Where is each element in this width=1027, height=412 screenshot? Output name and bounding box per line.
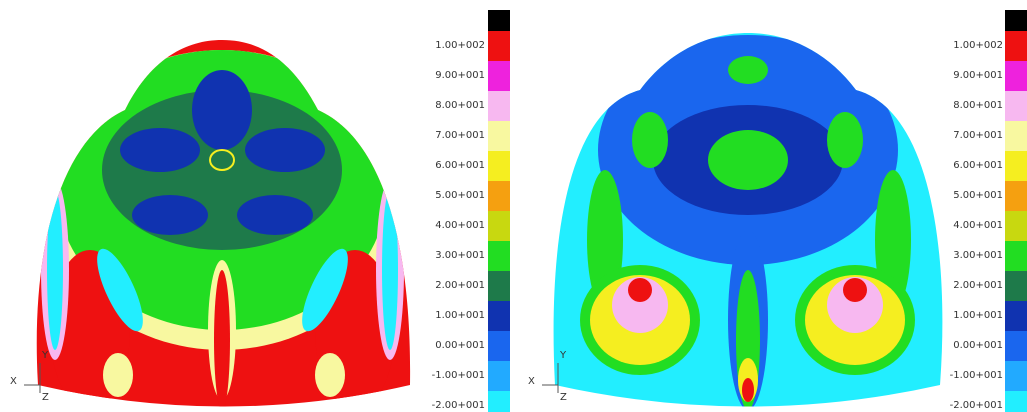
colorbar-band	[1005, 151, 1027, 181]
triad-label: Z	[42, 392, 49, 403]
colorbar-label: 6.00+001	[953, 160, 1003, 171]
colorbar-band	[488, 301, 510, 331]
colorbar-label: 3.00+001	[435, 250, 485, 261]
colorbar-label: 3.00+001	[953, 250, 1003, 261]
contour-plot	[20, 30, 420, 412]
colorbar-label: 7.00+001	[435, 130, 485, 141]
figure: 1.00+002 9.00+001 8.00+001 7.00+001 6.00+001…	[0, 0, 1027, 412]
colorbar-label: 8.00+001	[953, 100, 1003, 111]
triad-label: Z	[560, 392, 567, 403]
contour-plot	[540, 25, 950, 412]
colorbar-band	[488, 361, 510, 391]
colorbar-band	[488, 31, 510, 61]
colorbar-band	[1005, 121, 1027, 151]
triad-label: Y	[559, 350, 567, 361]
colorbar-band	[488, 331, 510, 361]
colorbar-label: 4.00+001	[435, 220, 485, 231]
colorbar-label: -2.00+001	[950, 400, 1003, 411]
triad-label: X	[528, 376, 535, 387]
colorbar-label: 7.00+001	[953, 130, 1003, 141]
colorbar-band	[1005, 391, 1027, 412]
colorbar-label: 1.00+002	[435, 40, 485, 51]
colorbar-label: 5.00+001	[435, 190, 485, 201]
colorbar-band	[1005, 61, 1027, 91]
colorbar-band	[1005, 10, 1027, 31]
colorbar-band	[488, 241, 510, 271]
triad-label: X	[10, 376, 17, 387]
colorbar-band	[1005, 91, 1027, 121]
colorbar-band	[488, 61, 510, 91]
colorbar-label: 9.00+001	[435, 70, 485, 81]
colorbar-band	[1005, 241, 1027, 271]
colorbar-label: 1.00+001	[435, 310, 485, 321]
colorbar-label: 8.00+001	[435, 100, 485, 111]
colorbar-label: -1.00+001	[950, 370, 1003, 381]
colorbar-band	[488, 181, 510, 211]
colorbar-label: 6.00+001	[435, 160, 485, 171]
colorbar-label: 2.00+001	[435, 280, 485, 291]
colorbar-band	[488, 271, 510, 301]
colorbar-label: 4.00+001	[953, 220, 1003, 231]
colorbar-label: 0.00+001	[953, 340, 1003, 351]
colorbar-band	[488, 211, 510, 241]
colorbar-label: 1.00+001	[953, 310, 1003, 321]
colorbar-band	[488, 391, 510, 412]
colorbar-band	[1005, 271, 1027, 301]
colorbar-label: 5.00+001	[953, 190, 1003, 201]
colorbar-label: -2.00+001	[432, 400, 485, 411]
colorbar-band	[1005, 181, 1027, 211]
colorbar-band	[488, 10, 510, 31]
colorbar-band	[1005, 301, 1027, 331]
colorbar-label: 1.00+002	[953, 40, 1003, 51]
colorbar-label: 0.00+001	[435, 340, 485, 351]
colorbar-band	[1005, 211, 1027, 241]
colorbar-band	[488, 91, 510, 121]
colorbar-band	[1005, 31, 1027, 61]
colorbar-band	[488, 151, 510, 181]
colorbar-label: 9.00+001	[953, 70, 1003, 81]
triad-label: Y	[41, 350, 49, 361]
colorbar-label: 2.00+001	[953, 280, 1003, 291]
colorbar-band	[488, 121, 510, 151]
colorbar-label: -1.00+001	[432, 370, 485, 381]
colorbar-band	[1005, 361, 1027, 391]
colorbar-band	[1005, 331, 1027, 361]
